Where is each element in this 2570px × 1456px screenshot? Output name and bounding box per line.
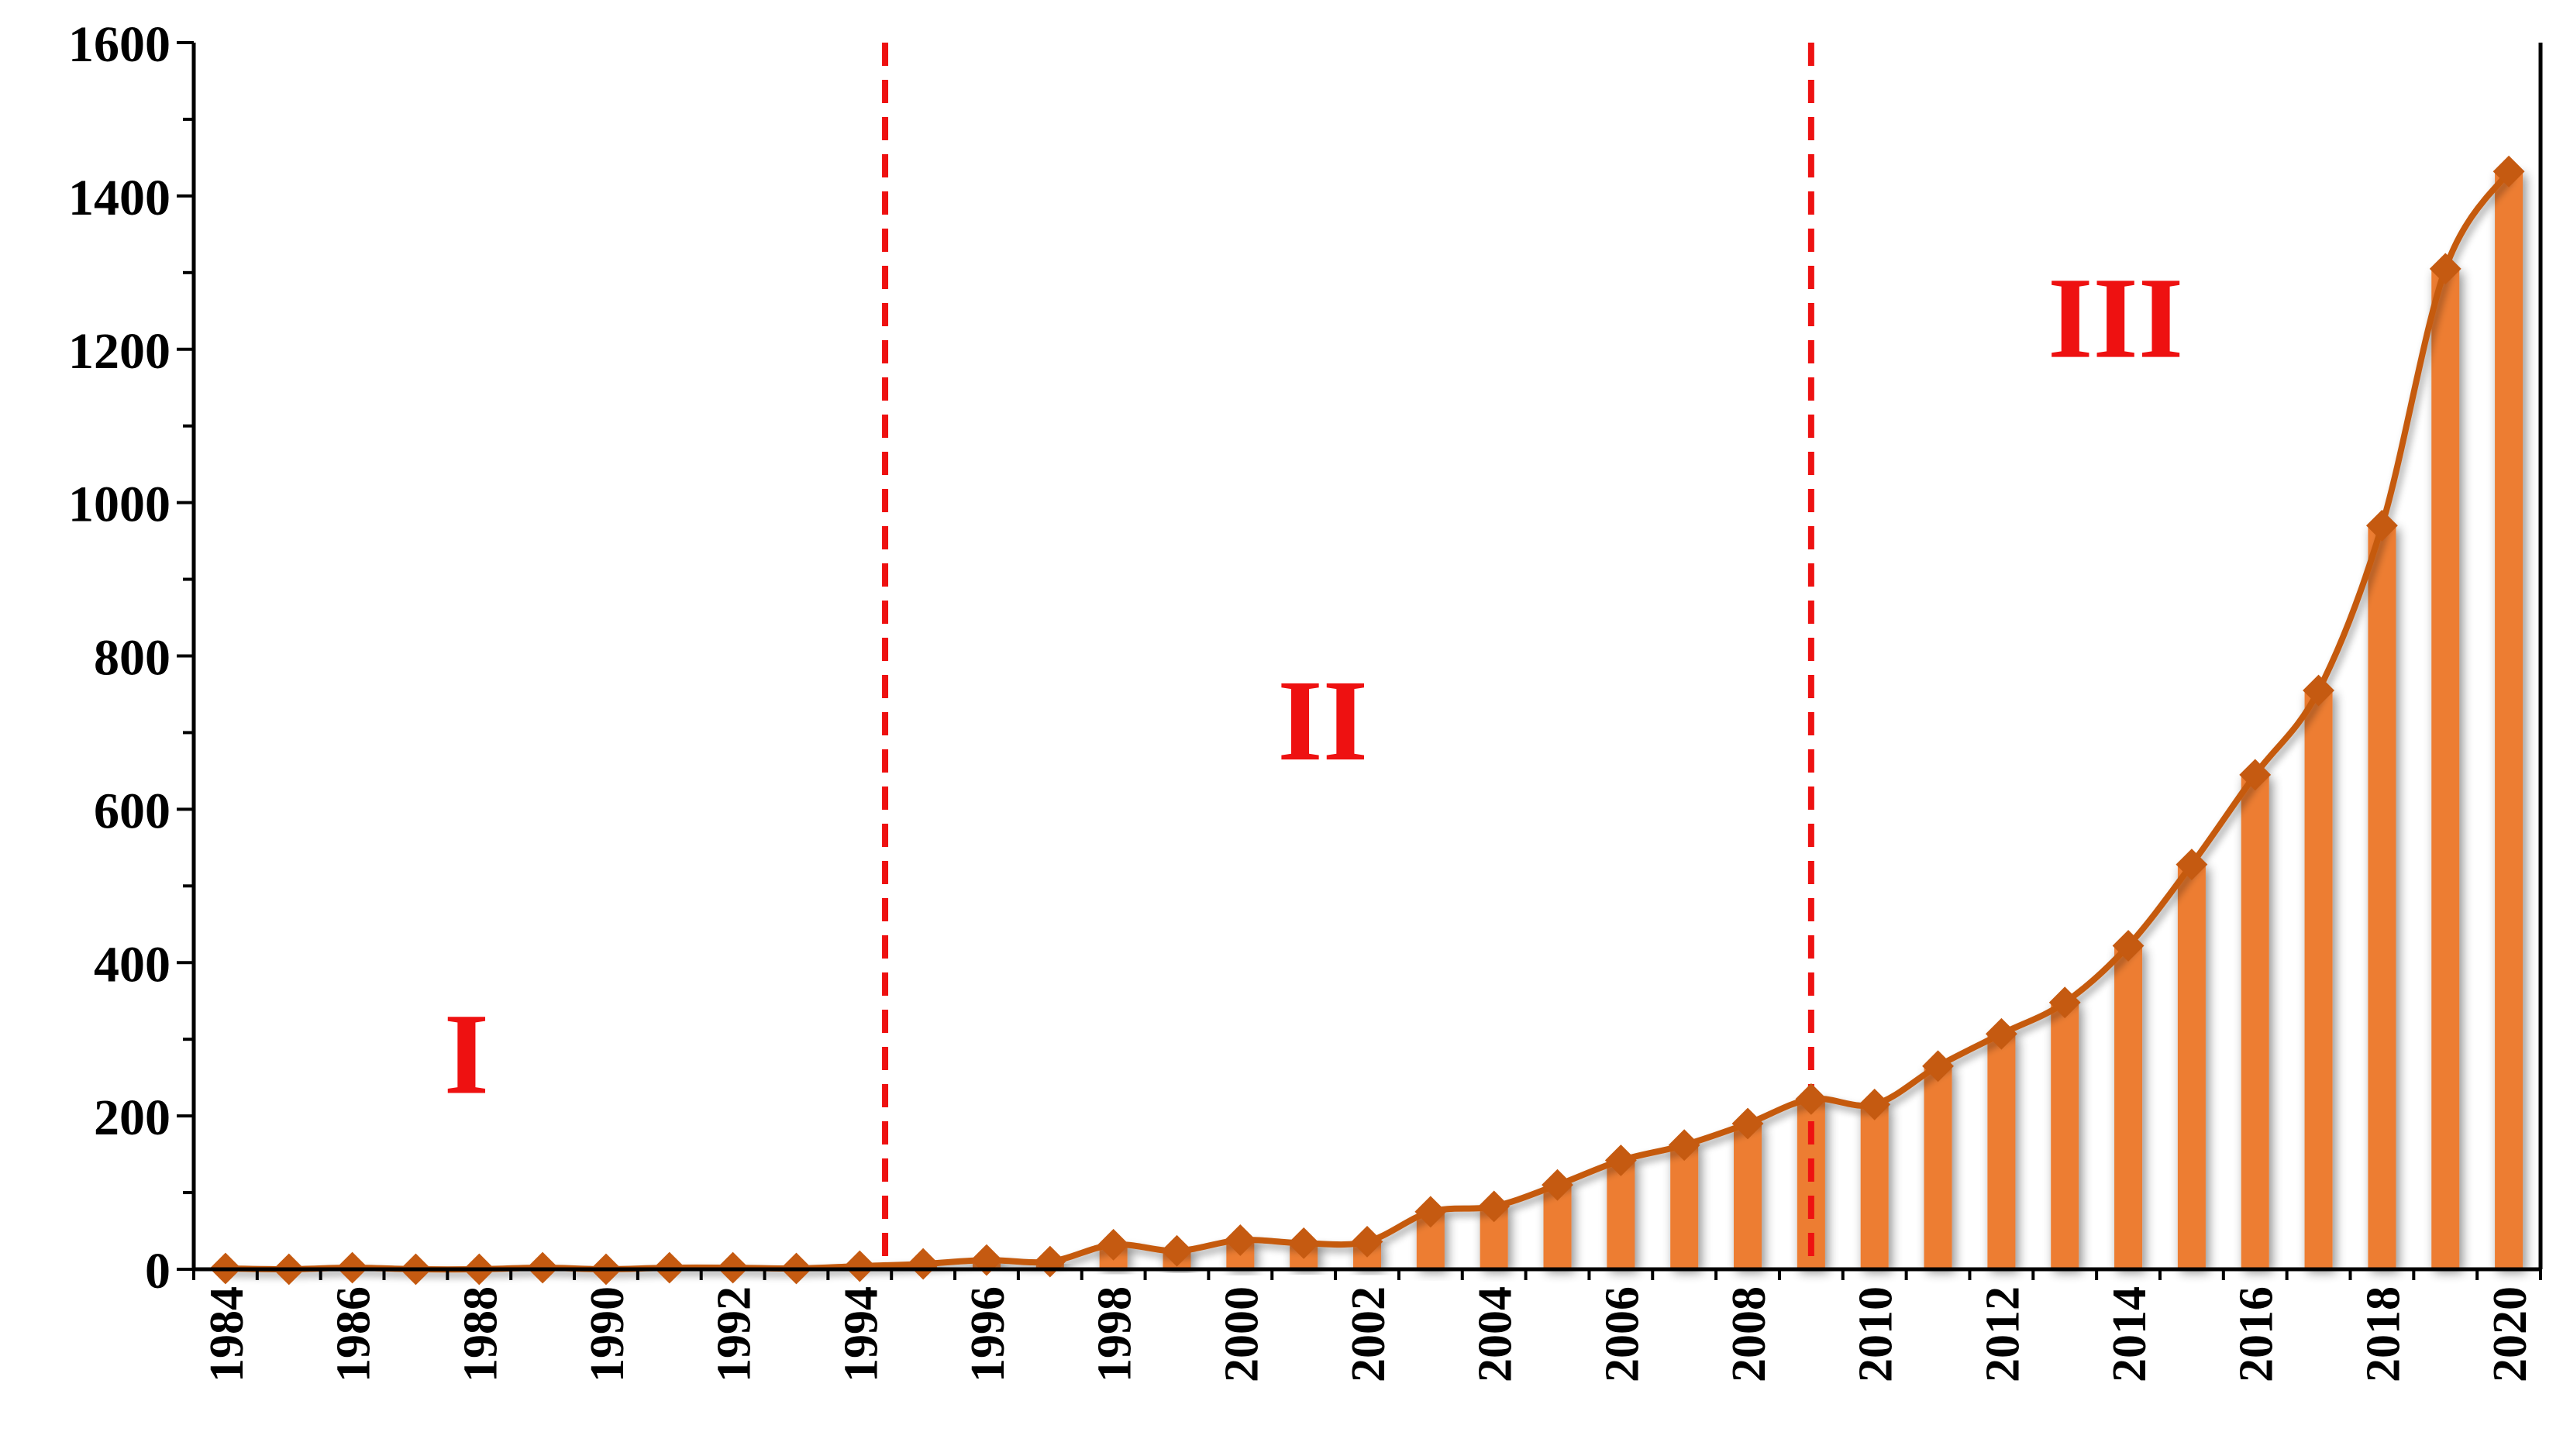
bar-2007 [1670, 1144, 1699, 1269]
y-tick-label: 200 [94, 1089, 171, 1146]
marker-1997 [1034, 1245, 1066, 1278]
marker-1999 [1161, 1234, 1193, 1267]
marker-2016 [2239, 759, 2272, 791]
x-tick-label: 2010 [1850, 1286, 1903, 1382]
marker-2009 [1795, 1083, 1828, 1115]
bar-2019 [2431, 268, 2460, 1270]
x-tick-label: 2018 [2357, 1286, 2410, 1382]
marker-2020 [2492, 155, 2525, 188]
marker-2000 [1224, 1224, 1256, 1256]
marker-2004 [1478, 1190, 1511, 1223]
y-tick-label: 1600 [68, 16, 171, 73]
y-tick-label: 600 [94, 783, 171, 839]
x-tick-label: 2016 [2231, 1286, 2283, 1382]
marker-2008 [1731, 1107, 1764, 1140]
bar-2011 [1924, 1065, 1952, 1269]
bar-2018 [2368, 525, 2396, 1269]
bar-2017 [2304, 690, 2333, 1269]
y-tick-label: 1000 [68, 477, 171, 533]
bar-2012 [1987, 1034, 2016, 1269]
bar-2010 [1860, 1104, 1889, 1269]
y-tick-label: 1400 [68, 170, 171, 226]
marker-2002 [1351, 1225, 1383, 1258]
bar-2016 [2241, 774, 2269, 1269]
x-tick-label: 2000 [1215, 1286, 1268, 1382]
marker-1995 [907, 1248, 939, 1280]
y-tick-label: 1200 [68, 323, 171, 380]
marker-2007 [1668, 1129, 1700, 1162]
bar-2013 [2051, 1002, 2079, 1269]
markers [209, 155, 2525, 1286]
stage-label-3: III [2048, 254, 2183, 383]
marker-2003 [1414, 1196, 1447, 1228]
bar-2006 [1607, 1160, 1635, 1269]
x-tick-label: 1988 [454, 1286, 507, 1382]
x-tick-label: 2012 [1976, 1286, 2029, 1382]
x-tick-label: 2008 [1723, 1286, 1776, 1382]
bars [211, 171, 2523, 1270]
x-tick-label: 2004 [1469, 1286, 1522, 1382]
x-tick-label: 1994 [835, 1286, 887, 1382]
y-tick-label: 800 [94, 630, 171, 687]
marker-2001 [1287, 1227, 1320, 1259]
x-tick-label: 1990 [581, 1286, 634, 1382]
bar-2020 [2495, 171, 2523, 1270]
stage-label-2: II [1277, 656, 1368, 785]
x-axis-ticks: 1984 1986 1988 1990 1992 1994 1996 1998 2000 2002… [192, 1269, 2542, 1382]
stage-boundaries [882, 43, 1814, 1269]
marker-2010 [1859, 1088, 1891, 1120]
stage-label-1: I [444, 990, 489, 1118]
x-tick-label: 1984 [201, 1286, 253, 1382]
y-axis-ticks: 0 200 400 600 800 1000 1200 1400 1600 [68, 16, 194, 1299]
x-tick-label: 1986 [328, 1286, 381, 1382]
bar-2008 [1734, 1124, 1762, 1269]
marker-2014 [2112, 930, 2145, 962]
x-tick-label: 2014 [2103, 1286, 2156, 1382]
marker-2011 [1922, 1050, 1954, 1083]
marker-2015 [2176, 848, 2208, 881]
x-tick-label: 1998 [1089, 1286, 1142, 1382]
marker-2013 [2048, 986, 2081, 1019]
marker-2012 [1985, 1017, 2017, 1050]
marker-1998 [1097, 1228, 1130, 1261]
x-tick-label: 2006 [1596, 1286, 1648, 1382]
x-tick-label: 2020 [2484, 1286, 2537, 1382]
x-tick-label: 2002 [1342, 1286, 1395, 1382]
y-tick-label: 400 [94, 936, 171, 993]
marker-2005 [1542, 1169, 1573, 1201]
marker-2006 [1604, 1144, 1637, 1176]
marker-2017 [2303, 674, 2334, 707]
marker-1994 [843, 1250, 876, 1282]
bar-2015 [2177, 864, 2206, 1269]
marker-2018 [2365, 509, 2398, 542]
x-tick-label: 1996 [962, 1286, 1015, 1382]
y-tick-label: 0 [145, 1243, 171, 1299]
x-tick-label: 1992 [708, 1286, 761, 1382]
bar-2014 [2114, 945, 2143, 1269]
marker-2019 [2429, 253, 2461, 285]
